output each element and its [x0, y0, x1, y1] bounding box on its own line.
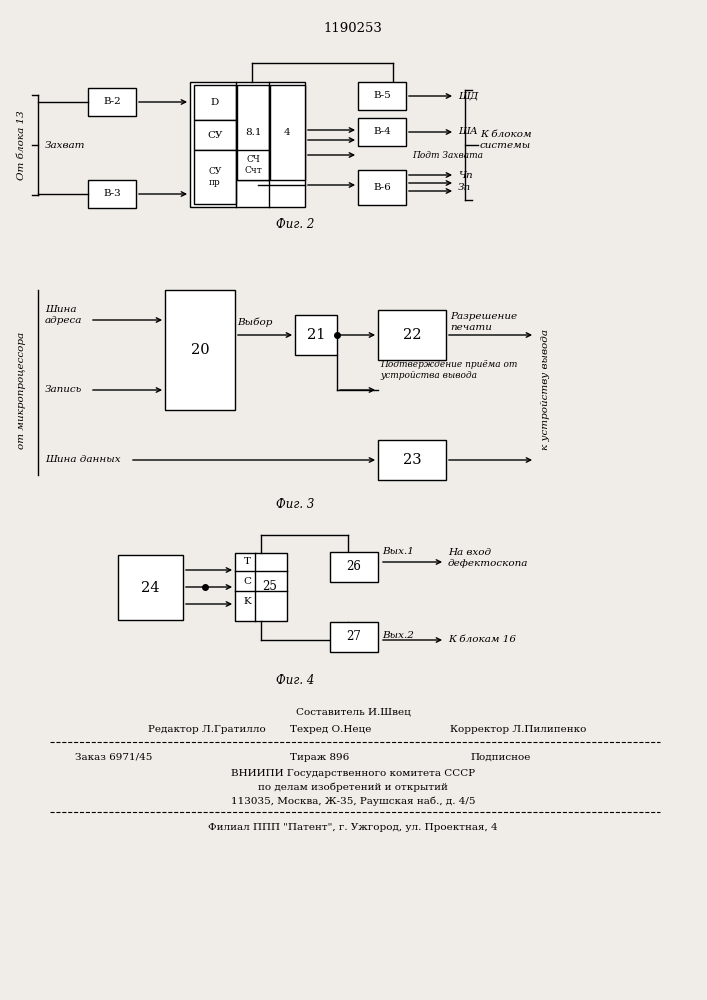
Text: 20: 20 [191, 343, 209, 357]
Text: Техред О.Неце: Техред О.Неце [290, 726, 371, 734]
Text: К блоком
системы: К блоком системы [480, 130, 532, 150]
Text: Разрешение
печати: Разрешение печати [450, 312, 517, 332]
Text: по делам изобретений и открытий: по делам изобретений и открытий [258, 782, 448, 792]
Text: ШД: ШД [458, 92, 478, 101]
Text: 26: 26 [346, 560, 361, 574]
Text: 4: 4 [284, 128, 291, 137]
Text: K: K [243, 596, 251, 605]
Text: от микропроцессора: от микропроцессора [18, 331, 26, 449]
Text: Подт Захвата: Подт Захвата [412, 150, 483, 159]
Text: К блокам 16: К блокам 16 [448, 636, 516, 645]
Bar [378, 310, 446, 360]
Bar [295, 315, 337, 355]
Bar [194, 85, 236, 120]
Text: Выбор: Выбор [237, 317, 272, 327]
Bar [88, 180, 136, 208]
Text: 1190253: 1190253 [324, 21, 382, 34]
Text: Чп: Чп [458, 170, 472, 180]
Text: Вых.2: Вых.2 [382, 631, 414, 640]
Bar [358, 82, 406, 110]
Text: Захват: Захват [45, 140, 86, 149]
Text: Заказ 6971/45: Заказ 6971/45 [75, 752, 153, 762]
Text: В-5: В-5 [373, 92, 391, 101]
Bar [270, 85, 305, 180]
Text: Составитель И.Швец: Составитель И.Швец [296, 708, 411, 716]
Text: ВНИИПИ Государственного комитета СССР: ВНИИПИ Государственного комитета СССР [231, 768, 475, 778]
Bar [358, 118, 406, 146]
Text: Редактор Л.Гратилло: Редактор Л.Гратилло [148, 726, 266, 734]
Bar [358, 170, 406, 205]
Bar [165, 290, 235, 410]
Text: Подписное: Подписное [470, 752, 530, 762]
Text: В-3: В-3 [103, 190, 121, 198]
Text: к устройству вывода: к устройству вывода [540, 330, 549, 450]
Text: 23: 23 [403, 453, 421, 467]
Bar [194, 120, 236, 150]
Text: 24: 24 [141, 580, 160, 594]
Bar [237, 85, 269, 180]
Bar [88, 88, 136, 116]
Bar [237, 150, 269, 180]
Text: СУ: СУ [207, 130, 223, 139]
Text: 113035, Москва, Ж-35, Раушская наб., д. 4/5: 113035, Москва, Ж-35, Раушская наб., д. … [230, 796, 475, 806]
Text: Фиг. 4: Фиг. 4 [276, 674, 314, 686]
Text: D: D [211, 98, 219, 107]
Text: Запись: Запись [45, 385, 82, 394]
Bar [118, 555, 183, 620]
Text: СУ
пр: СУ пр [209, 167, 222, 187]
Bar [330, 622, 378, 652]
Text: 25: 25 [262, 580, 277, 593]
Text: C: C [243, 576, 251, 585]
Text: Шина данных: Шина данных [45, 456, 121, 464]
Bar [378, 440, 446, 480]
Text: Зп: Зп [458, 184, 471, 192]
Text: Фиг. 2: Фиг. 2 [276, 219, 314, 232]
Text: Корректор Л.Пилипенко: Корректор Л.Пилипенко [450, 726, 586, 734]
Text: Вых.1: Вых.1 [382, 548, 414, 556]
Text: T: T [243, 558, 250, 566]
Bar [190, 82, 305, 207]
Text: Шина
адреса: Шина адреса [45, 305, 83, 325]
Text: СЧ
Счт: СЧ Счт [244, 155, 262, 175]
Text: В-2: В-2 [103, 98, 121, 106]
Text: В-6: В-6 [373, 183, 391, 192]
Text: На вход
дефектоскопа: На вход дефектоскопа [448, 548, 528, 568]
Text: 21: 21 [307, 328, 325, 342]
Text: От блока 13: От блока 13 [18, 110, 26, 180]
Text: 27: 27 [346, 631, 361, 644]
Text: Фиг. 3: Фиг. 3 [276, 498, 314, 512]
Text: Тираж 896: Тираж 896 [290, 752, 349, 762]
Text: Филиал ППП "Патент", г. Ужгород, ул. Проектная, 4: Филиал ППП "Патент", г. Ужгород, ул. Про… [208, 822, 498, 832]
Text: ША: ША [458, 127, 478, 136]
Text: Подтверждение приёма от
устройства вывода: Подтверждение приёма от устройства вывод… [380, 360, 518, 380]
Bar [194, 150, 236, 204]
Bar [330, 552, 378, 582]
Bar [235, 553, 287, 621]
Text: 22: 22 [403, 328, 421, 342]
Text: В-4: В-4 [373, 127, 391, 136]
Text: 8.1: 8.1 [245, 128, 262, 137]
